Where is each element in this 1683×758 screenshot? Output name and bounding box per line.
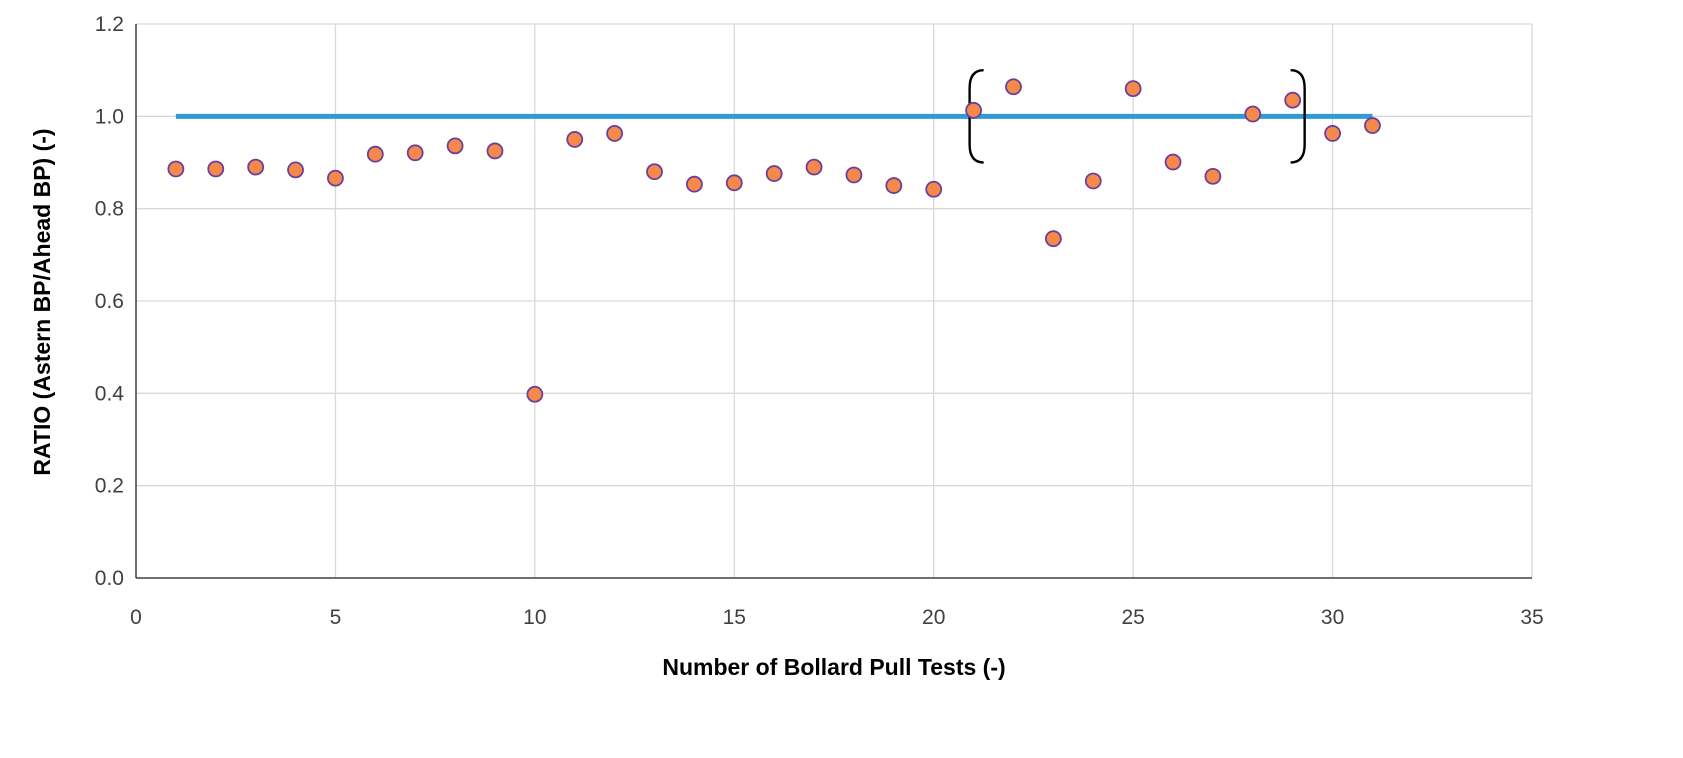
data-point (526, 385, 544, 403)
data-point (167, 160, 185, 178)
data-point (845, 166, 863, 184)
data-point (686, 175, 703, 193)
data-point (446, 137, 464, 155)
data-point (1244, 105, 1262, 123)
data-point (965, 101, 982, 119)
x-tick-label: 10 (523, 606, 546, 629)
data-point (646, 163, 663, 181)
data-points (167, 78, 1381, 403)
y-tick-label: 1.2 (95, 13, 124, 36)
data-point (327, 169, 344, 187)
data-point (207, 160, 225, 178)
x-axis-title: Number of Bollard Pull Tests (-) (662, 654, 1005, 680)
data-point (925, 180, 943, 198)
data-point (486, 142, 504, 160)
data-point (287, 161, 304, 179)
y-tick-label: 0.2 (95, 475, 124, 498)
data-point (247, 158, 265, 176)
x-tick-label: 5 (330, 606, 342, 629)
x-tick-label: 25 (1121, 606, 1144, 629)
data-point (1084, 172, 1102, 190)
close-bracket (1290, 68, 1306, 164)
data-point (1164, 153, 1182, 171)
data-point (606, 125, 624, 142)
y-tick-label: 0.4 (95, 382, 125, 405)
data-point (406, 144, 424, 162)
tick-labels: 0.0 0.2 0.4 0.6 0.8 1.0 1.2 0 5 10 15 20 25 30 35 (95, 13, 1544, 629)
data-point (765, 165, 783, 182)
y-tick-label: 0.6 (95, 290, 124, 313)
y-tick-label: 0.0 (95, 567, 124, 590)
y-axis-title: RATIO (Astern BP/Ahead BP) (-) (29, 128, 55, 475)
data-point (566, 131, 584, 148)
y-tick-label: 0.8 (95, 198, 124, 221)
data-point (1044, 230, 1062, 248)
x-tick-label: 15 (723, 606, 746, 629)
data-point (366, 145, 384, 163)
data-point (1364, 117, 1381, 134)
data-point (885, 177, 903, 194)
gridlines (136, 23, 1533, 578)
data-point (805, 158, 823, 176)
data-point (1005, 78, 1022, 96)
x-tick-label: 35 (1520, 606, 1543, 629)
data-point (1204, 167, 1222, 185)
data-point (725, 174, 743, 192)
data-point (1324, 125, 1341, 142)
x-tick-label: 20 (922, 606, 945, 629)
y-tick-label: 1.0 (95, 105, 124, 128)
data-point (1284, 91, 1302, 109)
x-tick-label: 0 (130, 606, 142, 629)
x-tick-label: 30 (1321, 606, 1344, 629)
data-point (1124, 80, 1142, 98)
axes (135, 24, 1532, 579)
